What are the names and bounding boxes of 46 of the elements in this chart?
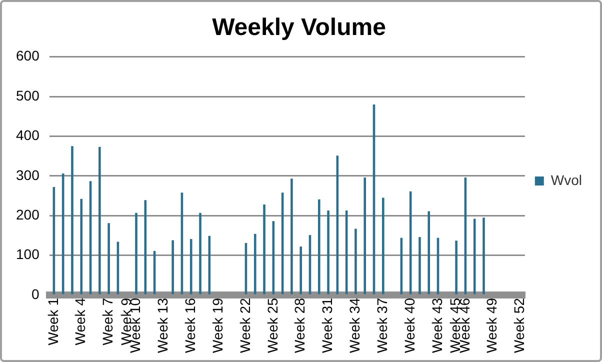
y-tick-label: 0 bbox=[32, 286, 40, 302]
x-tick-label: Week 25 bbox=[264, 298, 280, 354]
y-tick-label: 300 bbox=[16, 166, 40, 183]
x-tick-label: Week 1 bbox=[44, 298, 61, 346]
x-tick-label: Week 22 bbox=[236, 298, 253, 354]
x-tick-label: Week 37 bbox=[374, 298, 390, 354]
y-tick-label: 100 bbox=[16, 246, 40, 262]
y-tick-label: 400 bbox=[16, 127, 40, 144]
bar bbox=[364, 177, 366, 294]
bar bbox=[290, 178, 293, 294]
bar bbox=[354, 228, 357, 294]
x-tick-label: Week 28 bbox=[292, 298, 308, 354]
bar bbox=[98, 146, 101, 294]
x-tick-label: Week 16 bbox=[182, 298, 198, 354]
x-tick-label: Week 31 bbox=[319, 298, 336, 354]
bar bbox=[327, 210, 330, 294]
legend-label: Wvol bbox=[550, 172, 582, 188]
y-tick-label: 600 bbox=[16, 48, 40, 64]
x-tick-label: Week 52 bbox=[511, 298, 528, 354]
bar bbox=[263, 204, 266, 294]
bar bbox=[300, 246, 302, 294]
bar bbox=[71, 146, 74, 294]
bar bbox=[144, 200, 147, 294]
x-tick-label: Week 13 bbox=[154, 298, 171, 354]
x-tick-label: Week 34 bbox=[346, 298, 363, 354]
bar bbox=[482, 218, 485, 294]
bar bbox=[428, 211, 430, 294]
x-tick-label: Week 40 bbox=[401, 298, 418, 354]
bar bbox=[382, 198, 384, 294]
y-tick-label: 200 bbox=[16, 206, 40, 222]
chart-title: Weekly Volume bbox=[212, 14, 386, 42]
bar bbox=[254, 234, 256, 294]
bar bbox=[418, 237, 421, 294]
x-tick-label: Week 49 bbox=[484, 298, 500, 354]
bar bbox=[199, 212, 202, 294]
bar bbox=[172, 240, 174, 294]
bar bbox=[108, 223, 110, 294]
bar bbox=[80, 198, 83, 294]
bar bbox=[455, 240, 458, 294]
x-tick-label: Week 19 bbox=[209, 298, 226, 354]
y-tick-label: 500 bbox=[16, 87, 40, 104]
x-tick-label: Week 43 bbox=[428, 298, 445, 354]
x-tick-label: Week 4 bbox=[72, 298, 88, 346]
x-tick-label: Week 7 bbox=[100, 298, 116, 346]
bar bbox=[135, 212, 138, 294]
bar bbox=[318, 199, 320, 294]
